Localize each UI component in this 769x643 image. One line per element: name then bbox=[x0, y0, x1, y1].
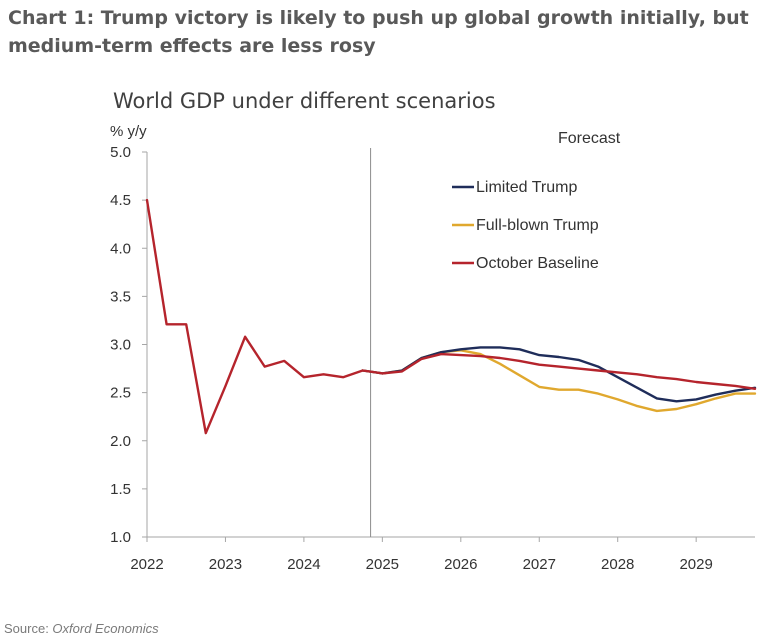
y-axis: 1.0 1.5 2.0 2.5 3.0 3.5 4.0 4.5 5.0 bbox=[110, 144, 148, 546]
forecast-divider-group: Forecast bbox=[370, 130, 621, 537]
y-tick-label: 2.5 bbox=[110, 385, 131, 402]
y-tick-label: 3.5 bbox=[110, 288, 131, 305]
x-tick-label: 2029 bbox=[679, 556, 712, 573]
page-title: Chart 1: Trump victory is likely to push… bbox=[8, 7, 749, 57]
series-line-limited-trump bbox=[361, 346, 757, 403]
y-tick-label: 2.0 bbox=[110, 433, 131, 450]
source-note: Source: Oxford Economics bbox=[4, 621, 159, 636]
y-axis-unit: % y/y bbox=[110, 123, 147, 140]
source-prefix: Source: bbox=[4, 621, 53, 636]
series-line-october-baseline bbox=[145, 198, 757, 435]
world-gdp-chart: World GDP under different scenarios % y/… bbox=[110, 89, 757, 573]
legend-label: October Baseline bbox=[476, 255, 599, 272]
x-tick-label: 2022 bbox=[130, 556, 163, 573]
legend-label: Full-blown Trump bbox=[476, 217, 599, 234]
x-tick-label: 2023 bbox=[209, 556, 242, 573]
x-tick-label: 2028 bbox=[601, 556, 634, 573]
chart-title: World GDP under different scenarios bbox=[113, 89, 496, 113]
y-tick-label: 4.5 bbox=[110, 192, 131, 209]
x-tick-label: 2027 bbox=[523, 556, 556, 573]
x-tick-label: 2026 bbox=[444, 556, 477, 573]
legend-label: Limited Trump bbox=[476, 179, 577, 196]
source-name: Oxford Economics bbox=[52, 621, 159, 636]
x-axis: 2022 2023 2024 2025 2026 2027 2028 2029 bbox=[130, 536, 755, 573]
legend: Limited Trump Full-blown Trump October Bas… bbox=[452, 179, 599, 272]
y-tick-label: 3.0 bbox=[110, 337, 131, 354]
y-tick-label: 1.0 bbox=[110, 529, 131, 546]
forecast-label: Forecast bbox=[558, 130, 621, 147]
x-tick-label: 2024 bbox=[287, 556, 320, 573]
y-tick-label: 4.0 bbox=[110, 240, 131, 257]
y-tick-label: 5.0 bbox=[110, 144, 131, 161]
y-tick-label: 1.5 bbox=[110, 481, 131, 498]
x-tick-label: 2025 bbox=[366, 556, 399, 573]
series-lines bbox=[145, 198, 757, 435]
